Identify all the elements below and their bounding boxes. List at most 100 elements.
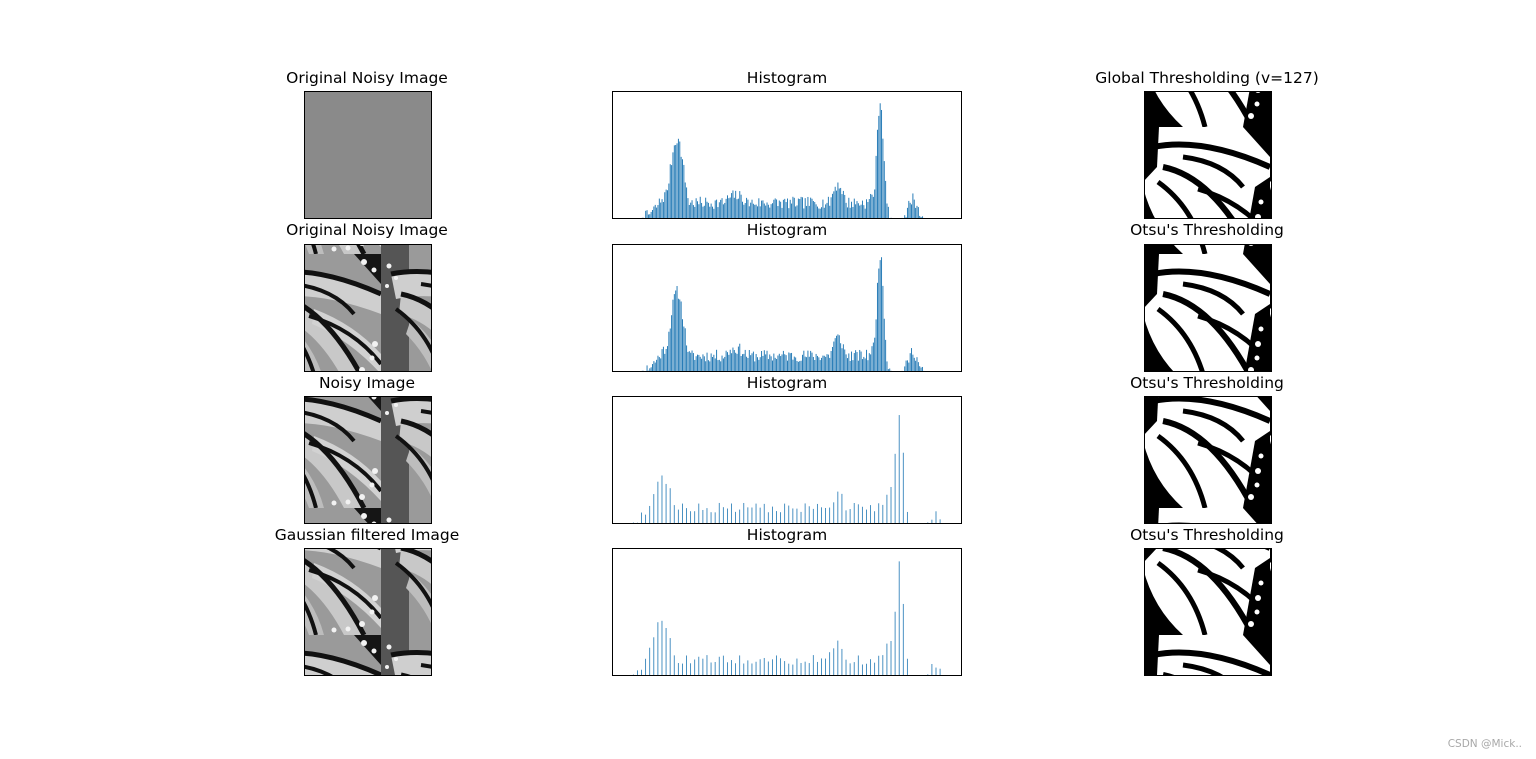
- histogram-bar: [874, 189, 876, 219]
- histogram-bar: [812, 356, 814, 372]
- histogram-bar: [874, 337, 876, 372]
- histogram-bar: [647, 214, 649, 219]
- histogram-bar: [769, 354, 771, 372]
- histogram-bar: [750, 355, 752, 372]
- histogram-bar: [657, 622, 659, 676]
- histogram-bar: [833, 502, 835, 524]
- histogram-bar: [777, 206, 779, 219]
- histogram-bar: [712, 206, 713, 219]
- histogram-bar: [780, 512, 781, 524]
- histogram-bar: [913, 357, 915, 372]
- histogram-bar: [702, 206, 704, 219]
- histogram-bar: [878, 655, 880, 676]
- histogram-bar: [870, 354, 872, 372]
- histogram-bar: [796, 205, 798, 219]
- histogram-bar: [861, 506, 863, 524]
- histogram-bar: [879, 260, 881, 372]
- histogram-bar: [691, 200, 693, 219]
- histogram-bar: [740, 356, 742, 372]
- histogram-bar: [766, 350, 768, 372]
- histogram-bar: [797, 361, 799, 372]
- histogram-bar: [652, 364, 653, 372]
- histogram-bar: [757, 206, 758, 219]
- histogram-bar: [767, 359, 769, 372]
- histogram-bar: [703, 356, 705, 372]
- histogram-bar: [792, 196, 794, 219]
- histogram-bar: [698, 656, 700, 676]
- histogram-bar: [886, 361, 888, 372]
- image-frame: [304, 396, 432, 524]
- histogram-bar: [781, 354, 783, 372]
- histogram-bar: [826, 202, 828, 219]
- histogram-bar: [731, 193, 733, 219]
- histogram-bar: [653, 206, 655, 219]
- histogram-bar: [731, 503, 732, 524]
- histogram-bar: [750, 202, 752, 219]
- histogram-bar: [857, 504, 859, 524]
- histogram-bar: [736, 353, 738, 372]
- global-threshold-image: [1144, 91, 1272, 219]
- histogram-bar: [909, 353, 911, 372]
- histogram-bar: [883, 161, 885, 219]
- histogram-bar: [777, 355, 779, 372]
- histogram-bar: [691, 350, 693, 372]
- histogram-bar: [770, 356, 772, 372]
- histogram-bar: [759, 206, 761, 219]
- histogram-bar: [853, 662, 855, 676]
- histogram-bar: [705, 361, 707, 372]
- histogram-bar: [731, 353, 733, 372]
- histogram-bar: [803, 208, 805, 219]
- histogram-bar: [870, 659, 871, 676]
- histogram-bar: [722, 507, 724, 524]
- histogram-bar: [866, 509, 867, 524]
- histogram-bar: [673, 145, 675, 219]
- histogram-bar: [853, 503, 855, 524]
- histogram-bar: [755, 204, 757, 219]
- histogram-bar: [716, 349, 718, 372]
- histogram-bar: [834, 338, 836, 372]
- histogram-bar: [703, 205, 705, 219]
- histogram-bar: [849, 207, 851, 219]
- histogram-bar: [915, 207, 917, 219]
- histogram-bar: [713, 208, 715, 219]
- histogram-bar: [911, 348, 913, 372]
- histogram-bar: [737, 198, 739, 219]
- histogram-bar: [853, 353, 855, 372]
- histogram-bar: [842, 190, 844, 219]
- histogram-title: Histogram: [747, 374, 827, 392]
- histogram-bar: [702, 354, 704, 372]
- histogram-bar: [677, 663, 679, 676]
- histogram-bar: [915, 360, 917, 372]
- histogram-bar: [826, 354, 828, 372]
- histogram-bar: [743, 204, 745, 219]
- histogram-bar: [807, 196, 809, 219]
- histogram-bar: [831, 193, 833, 219]
- histogram-bar: [714, 358, 716, 372]
- histogram-bar: [747, 660, 749, 676]
- histogram-bar: [886, 203, 888, 219]
- histogram-bar: [695, 198, 697, 219]
- histogram-bar: [665, 628, 667, 676]
- histogram-bar: [665, 483, 667, 524]
- noisy-image: [304, 396, 432, 524]
- histogram-bar: [731, 660, 732, 676]
- histogram-bar: [752, 351, 754, 372]
- histogram-bar: [748, 206, 750, 219]
- histogram-bar: [788, 208, 790, 219]
- histogram-bar: [782, 350, 784, 372]
- histogram-bar: [758, 359, 760, 372]
- histogram-bar: [657, 355, 659, 372]
- histogram-bar: [872, 196, 874, 219]
- original-noisy-image: [304, 91, 432, 219]
- histogram-bar: [713, 354, 715, 372]
- histogram-bar: [876, 129, 878, 219]
- histogram-bar: [917, 362, 919, 372]
- histogram-bar: [898, 561, 900, 676]
- histogram-bar: [810, 350, 812, 372]
- histogram-bar: [653, 637, 655, 676]
- histogram-bar: [735, 190, 737, 219]
- histogram-bar: [718, 656, 720, 676]
- histogram-bar: [908, 200, 910, 219]
- histogram-bar: [931, 519, 933, 524]
- histogram-bar: [905, 217, 907, 219]
